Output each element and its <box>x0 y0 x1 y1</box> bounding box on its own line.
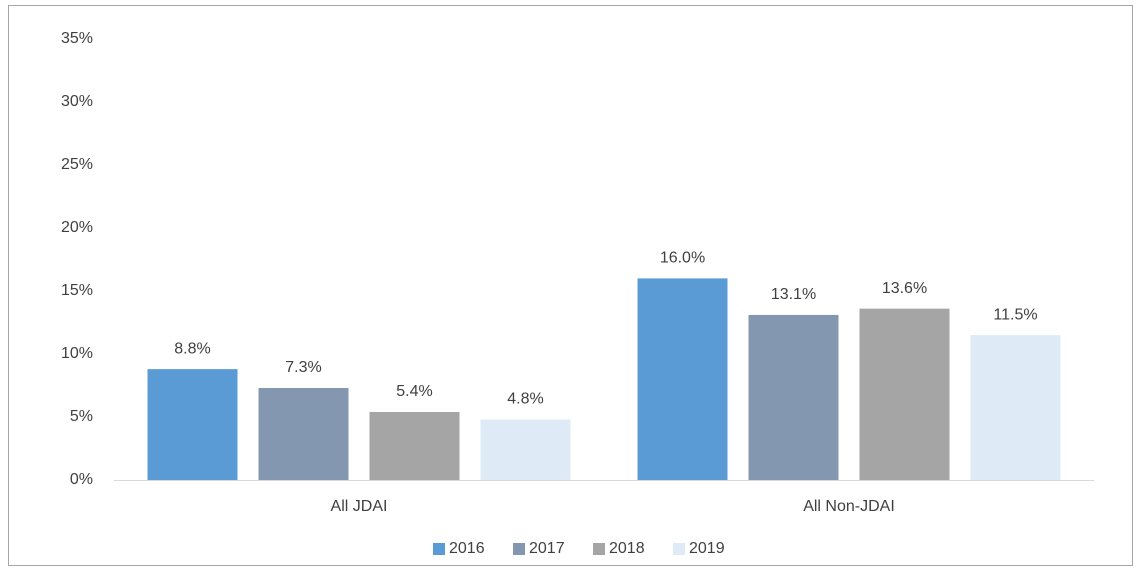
y-tick-label: 30% <box>61 93 93 110</box>
legend-swatch <box>593 543 605 555</box>
y-tick-label: 5% <box>70 408 93 425</box>
data-label: 13.6% <box>882 280 927 297</box>
data-label: 4.8% <box>507 391 543 408</box>
bar <box>748 314 839 480</box>
bar <box>147 369 238 480</box>
x-tick-label: All Non-JDAI <box>803 498 895 515</box>
legend-label: 2017 <box>529 540 565 557</box>
chart-border <box>8 5 1133 566</box>
bar <box>480 419 571 480</box>
legend-swatch <box>433 543 445 555</box>
legend-swatch <box>513 543 525 555</box>
bar <box>369 411 460 480</box>
legend-swatch <box>673 543 685 555</box>
legend-label: 2019 <box>689 540 725 557</box>
y-tick-label: 20% <box>61 219 93 236</box>
y-tick-label: 25% <box>61 156 93 173</box>
data-label: 13.1% <box>771 286 816 303</box>
y-tick-label: 15% <box>61 282 93 299</box>
data-label: 5.4% <box>396 383 432 400</box>
data-label: 7.3% <box>285 359 321 376</box>
y-tick-label: 35% <box>61 30 93 47</box>
bar <box>970 335 1061 480</box>
legend-label: 2018 <box>609 540 645 557</box>
data-label: 11.5% <box>993 306 1037 323</box>
x-tick-label: All JDAI <box>331 498 388 515</box>
data-label: 8.8% <box>174 340 210 357</box>
bar <box>258 388 349 480</box>
y-tick-label: 10% <box>61 345 93 362</box>
legend-label: 2016 <box>449 540 485 557</box>
data-label: 16.0% <box>660 250 705 267</box>
bar <box>859 308 950 480</box>
bar <box>637 278 728 480</box>
y-tick-label: 0% <box>70 471 93 488</box>
